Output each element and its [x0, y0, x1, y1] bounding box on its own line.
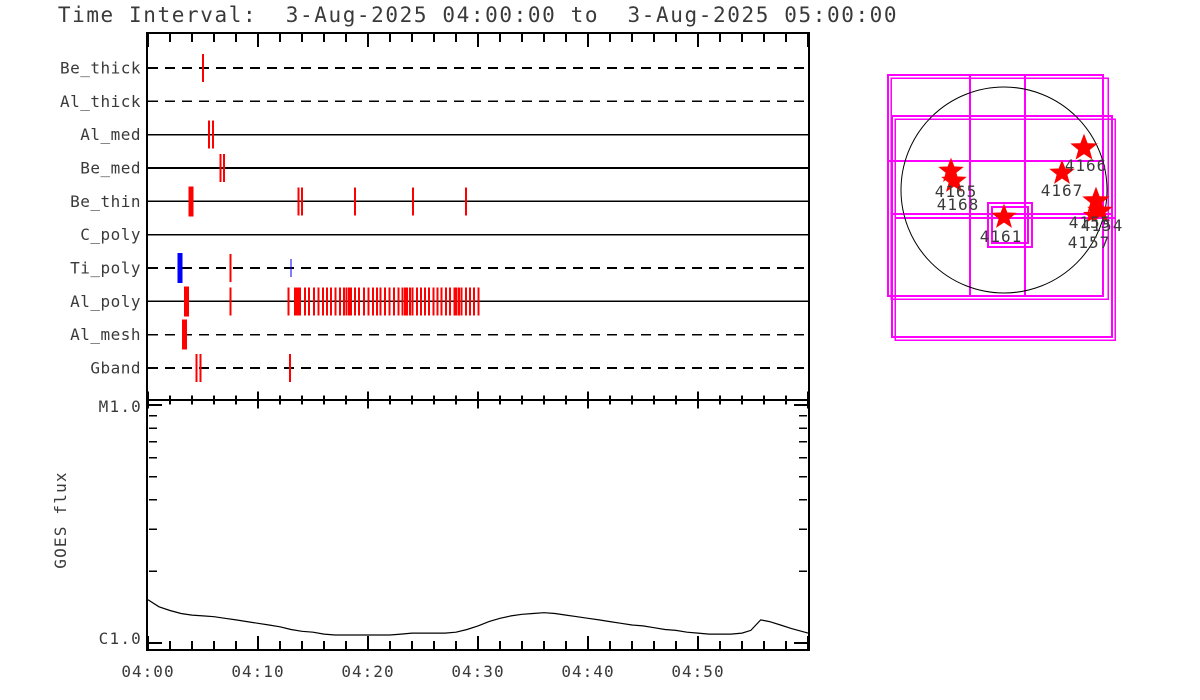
active-region-label: 4167 [1041, 181, 1084, 200]
timeline-panel: Be_thick Al_thick Al_med Be_med Be_thin C_pol… [60, 32, 810, 649]
row-label: Be_thick [60, 59, 141, 78]
row-Be_thick: Be_thick [60, 54, 808, 82]
x-axis-tick-label: 04:30 [451, 662, 504, 681]
page-title: Time Interval: 3-Aug-2025 04:00:00 to 3-… [57, 3, 899, 27]
solar-limb-circle [900, 86, 1108, 294]
fov-box [894, 118, 1116, 341]
goes-panel: M1.0 C1.0 GOES flux 04:00 04:10 04:20 04:30 04:… [51, 397, 810, 681]
row-Al_mesh: Al_mesh [70, 319, 808, 350]
active-region-label: 4161 [980, 227, 1023, 246]
row-label: Al_med [80, 125, 141, 144]
row-Ti_poly: Ti_poly [70, 252, 808, 283]
timeline-panel-border [146, 32, 810, 401]
row-C_poly: C_poly [80, 225, 808, 244]
row-Gband: Gband [90, 353, 808, 382]
x-axis-tick-label: 04:40 [561, 662, 614, 681]
y-axis-bottom-label: C1.0 [99, 629, 142, 648]
row-label: Be_thin [70, 192, 141, 211]
y-axis-title: GOES flux [51, 471, 70, 569]
row-label: Gband [90, 358, 141, 377]
target-fov-box-inner [991, 206, 1029, 244]
active-region-label: 4157 [1068, 233, 1111, 252]
y-axis-top-label: M1.0 [99, 397, 142, 416]
active-region-label: 4155 [1069, 213, 1112, 232]
active-region-label: 4166 [1065, 156, 1108, 175]
active-region-star [941, 167, 967, 192]
row-label: Ti_poly [70, 258, 141, 277]
row-Al_med: Al_med [80, 120, 808, 149]
active-region-label: 4165 [935, 182, 978, 201]
row-Be_thin: Be_thin [70, 186, 808, 217]
row-Al_thick: Al_thick [60, 92, 808, 111]
x-axis-tick-label: 04:50 [671, 662, 724, 681]
row-Al_poly: Al_poly [70, 286, 808, 317]
row-label: Be_med [80, 158, 141, 177]
active-region-star [1070, 133, 1098, 160]
x-axis-tick-label: 04:10 [231, 662, 284, 681]
row-label: Al_mesh [70, 325, 141, 344]
row-label: Al_thick [60, 92, 141, 111]
active-region-star [991, 203, 1017, 228]
fov-box [891, 115, 1113, 338]
x-axis-tick-label: 04:00 [121, 662, 174, 681]
row-label: C_poly [80, 225, 141, 244]
x-axis-tick-label: 04:20 [341, 662, 394, 681]
active-region-star [1087, 197, 1113, 222]
active-region-label: 4168 [937, 195, 980, 214]
row-Be_med: Be_med [80, 153, 808, 182]
active-region-star [1083, 205, 1101, 223]
goes-flux-curve [147, 599, 809, 636]
goes-panel-border [146, 399, 810, 651]
row-label: Al_poly [70, 292, 141, 311]
active-region-label: 4154 [1081, 216, 1124, 235]
active-region-star [1049, 159, 1075, 184]
target-fov-box-outer [987, 202, 1033, 248]
fov-box [887, 74, 1104, 297]
